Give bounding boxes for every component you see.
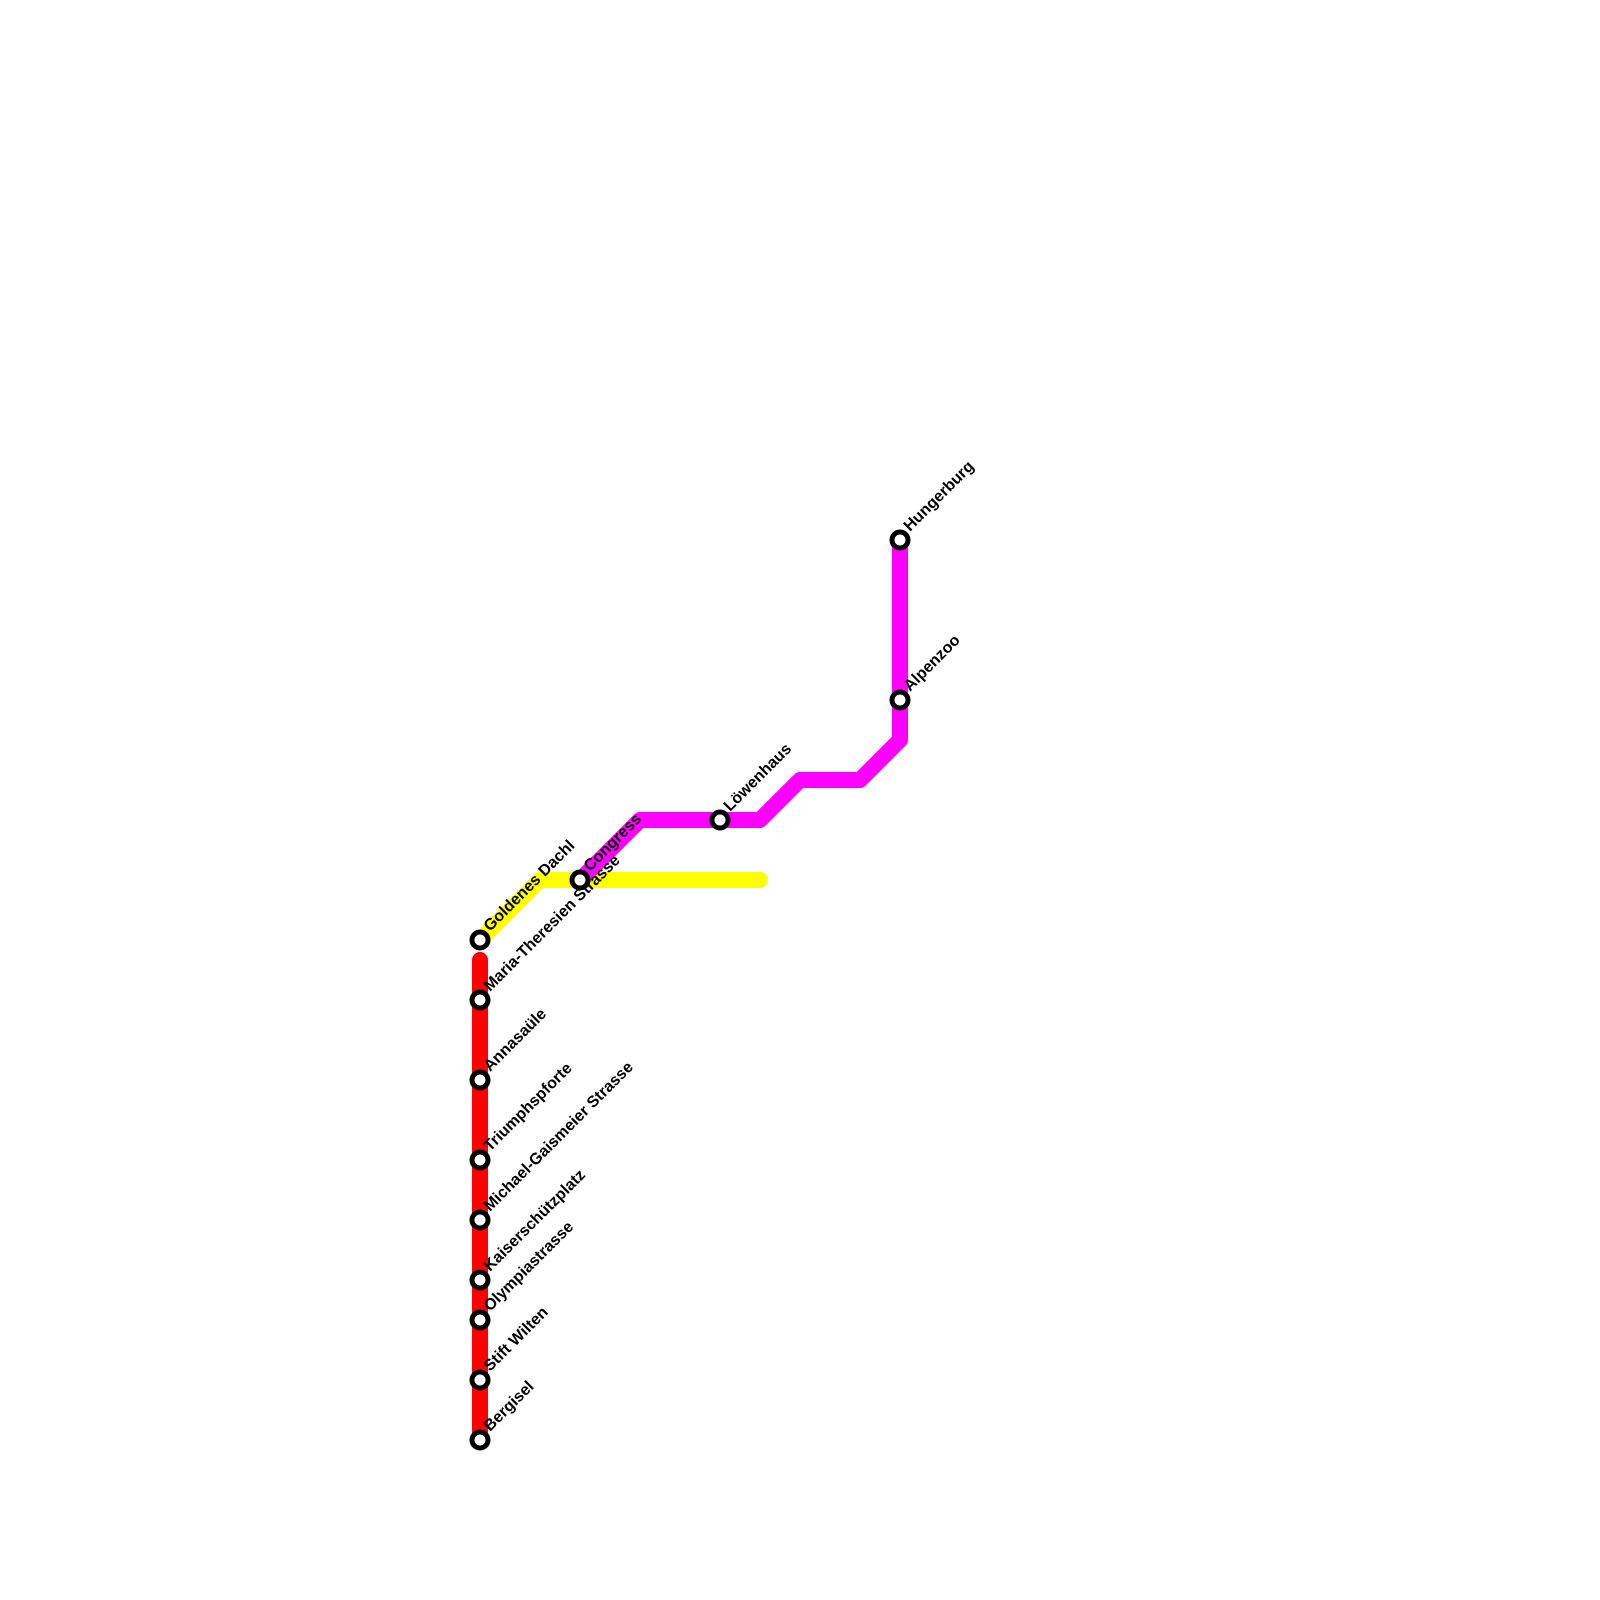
station-marker[interactable] (469, 1149, 491, 1171)
route-line-magenta (572, 532, 908, 888)
lines-layer (472, 532, 908, 1448)
station-marker[interactable] (569, 869, 591, 891)
station-marker[interactable] (469, 1069, 491, 1091)
station-marker[interactable] (889, 689, 911, 711)
station-label: Hungerburg (901, 458, 978, 535)
station-label: Bergisel (481, 1378, 538, 1435)
station-marker[interactable] (469, 929, 491, 951)
station-marker[interactable] (469, 1269, 491, 1291)
station-hungerburg[interactable]: Hungerburg (889, 458, 978, 551)
station-label: Annasaüle (481, 1006, 550, 1075)
route-line-yellow (472, 872, 768, 948)
station-marker[interactable] (469, 1309, 491, 1331)
station-marker[interactable] (469, 1429, 491, 1451)
station-label: Alpenzoo (901, 632, 964, 695)
station-marker[interactable] (469, 1209, 491, 1231)
station-marker[interactable] (469, 989, 491, 1011)
station-marker[interactable] (889, 529, 911, 551)
station-marker[interactable] (469, 1369, 491, 1391)
station-marker[interactable] (709, 809, 731, 831)
